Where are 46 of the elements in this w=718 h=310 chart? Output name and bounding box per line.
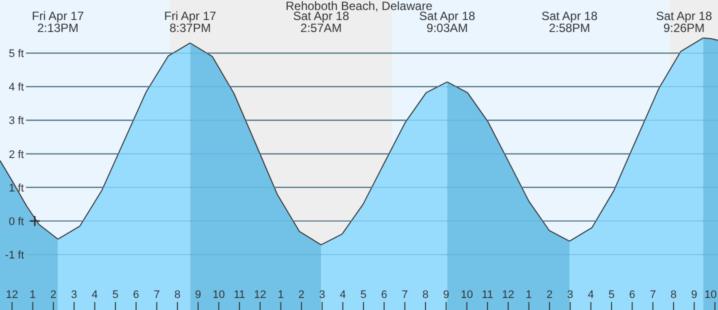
x-tick-label: 8 bbox=[670, 289, 677, 301]
x-tick-label: 7 bbox=[650, 289, 656, 301]
x-tick-label: 9 bbox=[195, 289, 202, 301]
y-tick-label: 4 ft bbox=[8, 82, 24, 94]
x-tick-label: 11 bbox=[482, 289, 494, 301]
annotation: Sat Apr 18 9:26PM bbox=[656, 9, 712, 35]
annotation: Sat Apr 18 2:58PM bbox=[541, 9, 598, 35]
x-tick-label: 9 bbox=[443, 289, 450, 301]
x-tick-label: 5 bbox=[608, 289, 615, 301]
x-tick-label: 2 bbox=[546, 289, 553, 301]
x-tick-label: 10 bbox=[460, 289, 473, 301]
x-tick-label: 6 bbox=[629, 289, 636, 301]
x-tick-label: 1 bbox=[30, 289, 36, 301]
annotation: Fri Apr 17 8:37PM bbox=[164, 9, 217, 35]
y-tick-label: 3 ft bbox=[8, 115, 24, 128]
x-tick-label: 2 bbox=[50, 289, 56, 301]
x-tick-label: 5 bbox=[112, 289, 118, 301]
x-tick-label: 12 bbox=[6, 289, 18, 301]
x-tick-label: 1 bbox=[278, 289, 284, 301]
x-tick-label: 6 bbox=[381, 289, 388, 301]
x-tick-label: 1 bbox=[526, 289, 532, 301]
y-tick-label: 2 ft bbox=[8, 148, 24, 161]
x-tick-label: 11 bbox=[234, 289, 246, 301]
y-tick-label: 5 ft bbox=[8, 48, 24, 60]
x-tick-label: 7 bbox=[402, 289, 408, 301]
y-tick-label: 1 ft bbox=[8, 182, 24, 194]
x-tick-label: 12 bbox=[502, 289, 514, 301]
x-tick-label: 4 bbox=[340, 289, 346, 301]
x-tick-label: 3 bbox=[319, 289, 326, 301]
x-tick-label: 5 bbox=[360, 289, 367, 301]
x-tick-label: 12 bbox=[254, 289, 266, 301]
x-tick-label: 3 bbox=[71, 289, 78, 301]
y-tick-label: -1 ft bbox=[5, 250, 24, 262]
x-tick-label: 4 bbox=[92, 289, 98, 301]
x-tick-label: 3 bbox=[567, 289, 574, 301]
y-tick-label: 0 ft bbox=[8, 216, 24, 228]
annotation: Fri Apr 17 2:13PM bbox=[32, 9, 84, 35]
x-tick-label: 9 bbox=[691, 289, 698, 301]
x-tick-label: 10 bbox=[212, 289, 225, 301]
x-tick-label: 8 bbox=[174, 289, 180, 301]
x-tick-label: 10 bbox=[704, 289, 717, 301]
x-tick-label: 7 bbox=[154, 289, 160, 301]
x-tick-label: 4 bbox=[588, 289, 594, 301]
x-tick-label: 8 bbox=[422, 289, 429, 301]
x-tick-label: 6 bbox=[133, 289, 140, 301]
x-tick-label: 2 bbox=[298, 289, 305, 301]
